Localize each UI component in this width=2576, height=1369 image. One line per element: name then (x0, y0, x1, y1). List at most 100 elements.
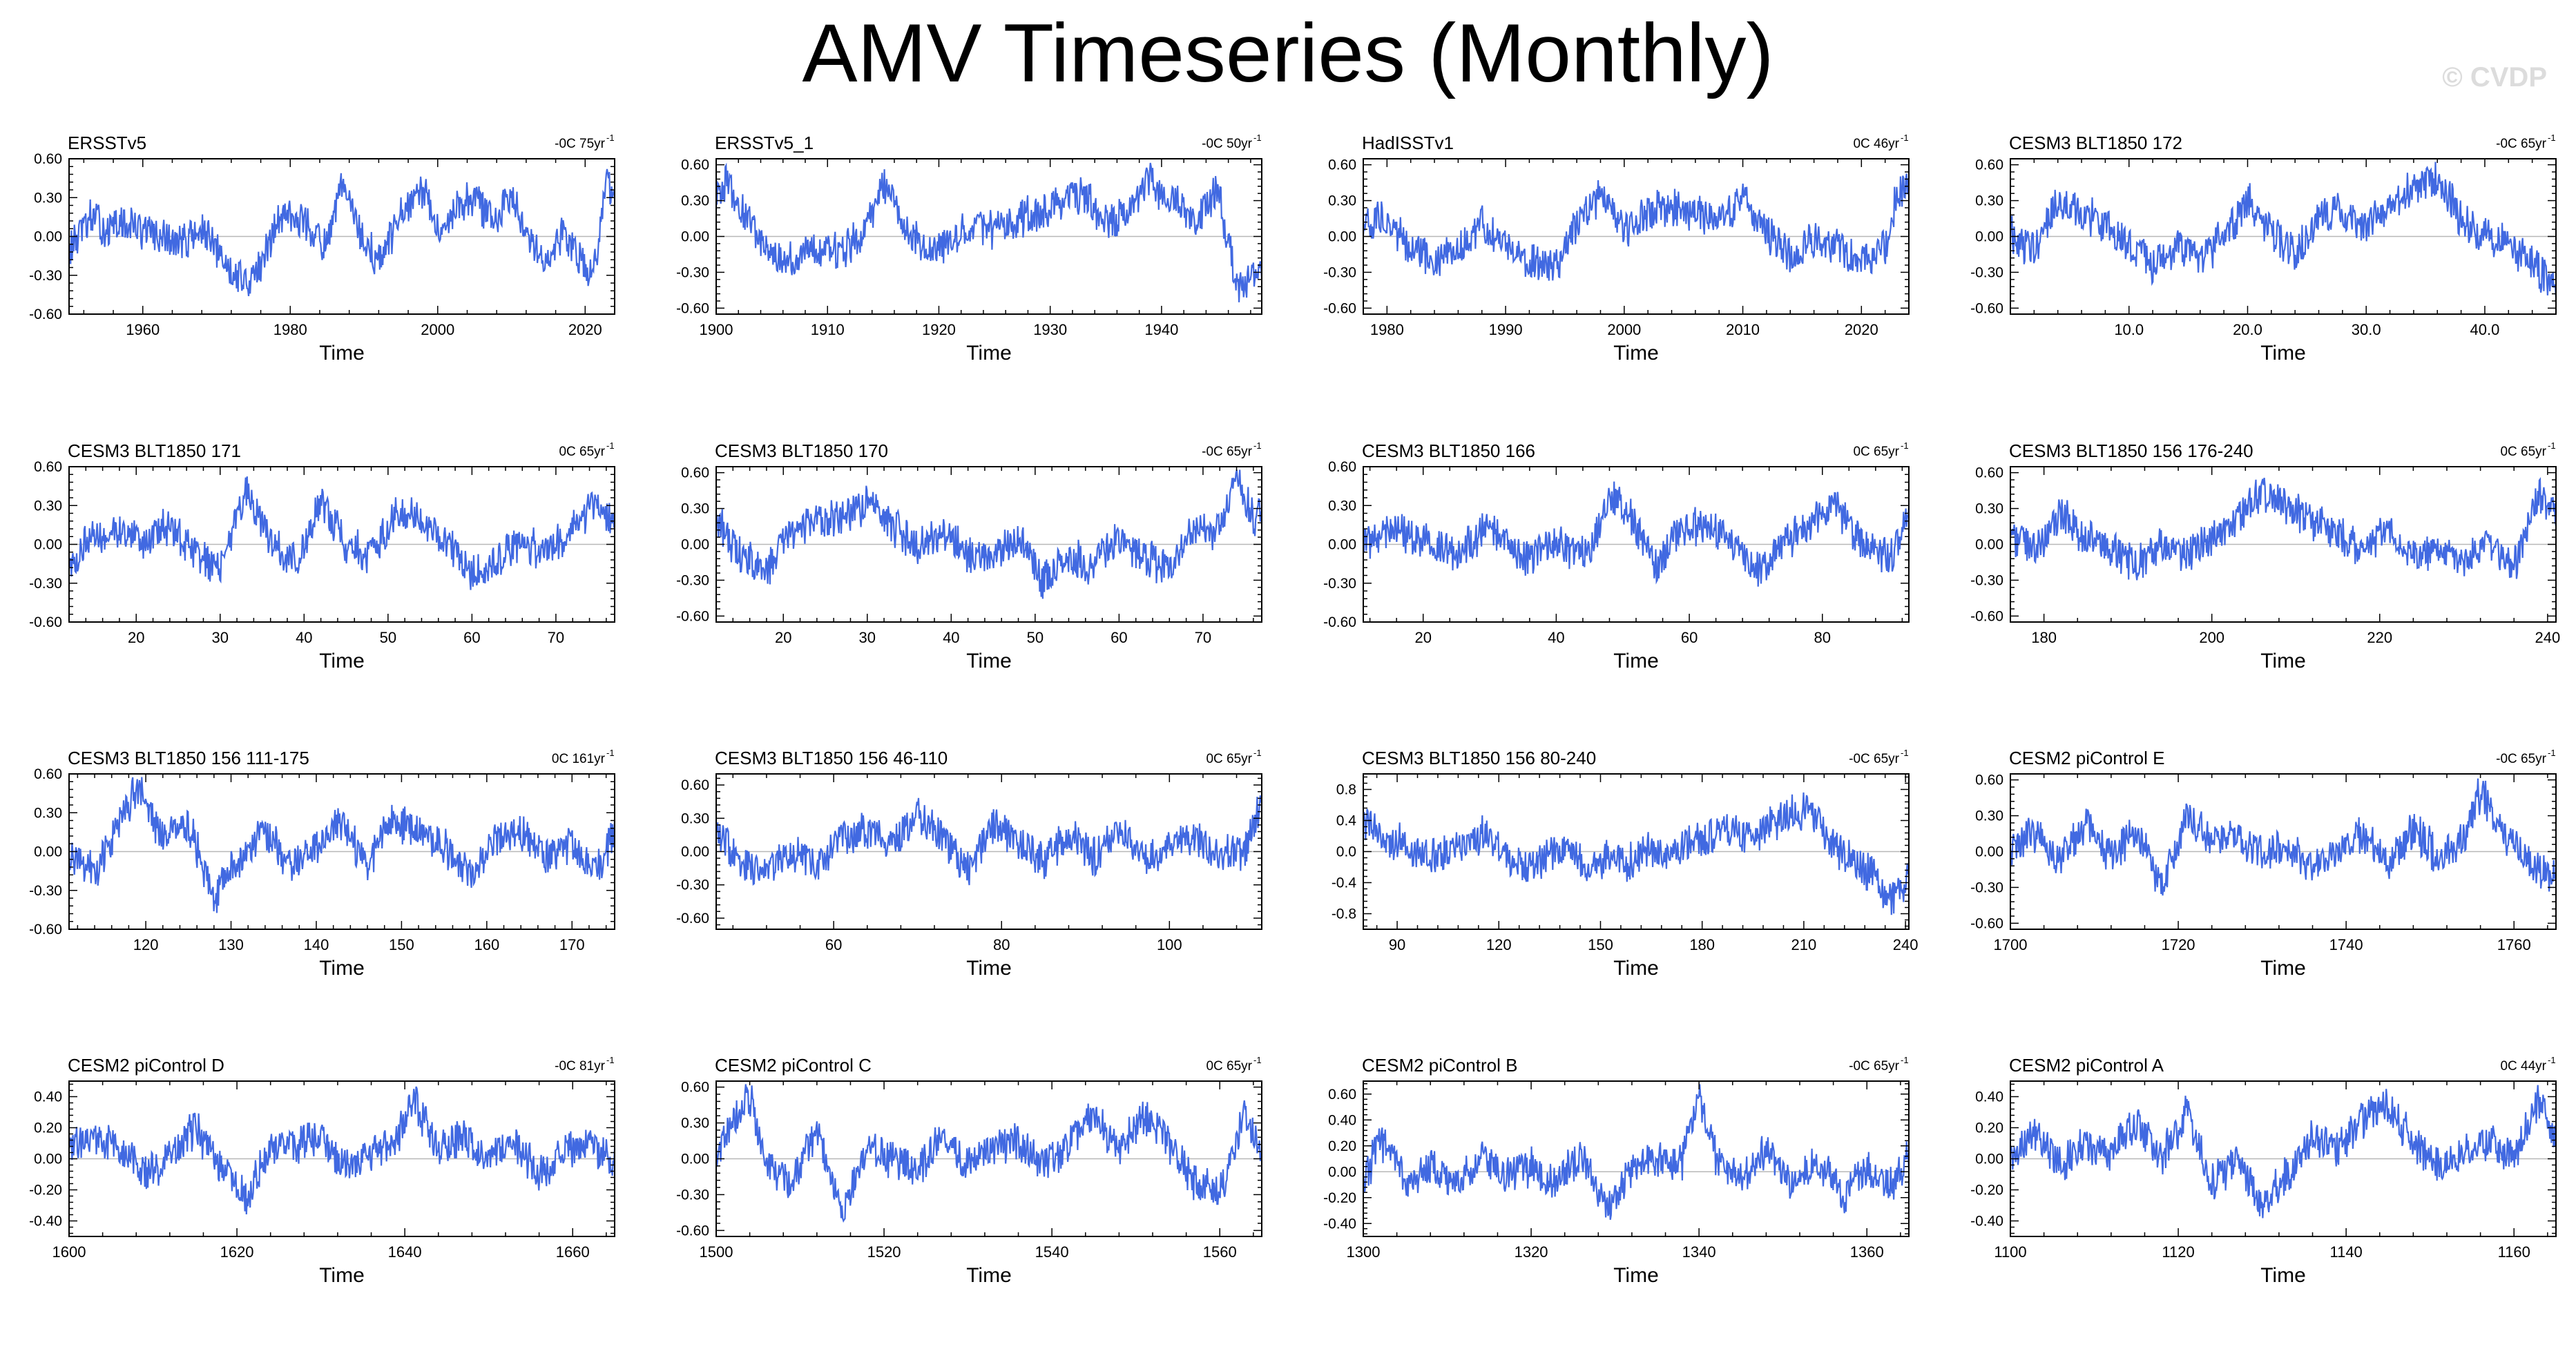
x-tick-label: 20 (1414, 629, 1431, 646)
amv-panel: CESM2 piControl E -0C 65yr -1 1700 1720 1740 1… (1970, 748, 2557, 980)
x-tick-label: 1300 (1347, 1243, 1381, 1261)
x-tick-label: 1990 (1489, 321, 1523, 338)
y-tick-label: 0.20 (1328, 1138, 1356, 1154)
y-tick-label: 0.40 (1328, 1112, 1356, 1128)
y-tick-label: 0.00 (34, 537, 62, 553)
x-tick-label: 180 (1689, 936, 1715, 953)
cvdp-credit: © CVDP (2442, 62, 2547, 93)
y-tick-label: 0.60 (1328, 1087, 1356, 1103)
y-tick-label: 0.00 (681, 229, 709, 245)
x-tick-label: 20 (775, 629, 791, 646)
panel-trend: 0C 161yr (552, 752, 606, 766)
amv-panel: ERSSTv5 -0C 75yr -1 1960 1980 2000 2020 -0.60 -0… (29, 133, 615, 365)
x-tick-label: 160 (474, 936, 499, 953)
y-tick-label: 0.00 (681, 1152, 709, 1167)
y-tick-label: -0.30 (676, 1187, 709, 1203)
y-tick-label: 0.00 (681, 537, 709, 553)
y-tick-label: 0.30 (1975, 501, 2003, 517)
y-tick-label: 0.30 (681, 810, 709, 826)
y-tick-label: -0.20 (1323, 1190, 1356, 1206)
panel-title: CESM3 BLT1850 156 176-240 (2009, 440, 2253, 461)
x-tick-label: 100 (1157, 936, 1182, 953)
y-tick-label: -0.60 (1323, 300, 1356, 316)
y-tick-label: 0.60 (34, 459, 62, 475)
panel-title: CESM2 piControl A (2009, 1055, 2164, 1076)
x-axis-label: Time (966, 957, 1012, 980)
x-tick-label: 60 (1111, 629, 1127, 646)
x-axis-label: Time (1613, 342, 1659, 365)
y-tick-label: -0.60 (676, 911, 709, 926)
x-tick-label: 150 (389, 936, 414, 953)
panel-trend: 0C 44yr (2500, 1059, 2546, 1074)
y-tick-label: -0.30 (1970, 880, 2003, 895)
x-tick-label: 40 (943, 629, 959, 646)
panel-trend: 0C 65yr (1206, 1059, 1252, 1074)
y-tick-label: 0.30 (681, 501, 709, 517)
x-tick-label: 1980 (273, 321, 307, 338)
x-tick-label: 240 (2535, 629, 2560, 646)
x-tick-label: 1520 (867, 1243, 901, 1261)
y-tick-label: -0.40 (1323, 1216, 1356, 1232)
x-axis-label: Time (319, 650, 365, 672)
x-tick-label: 2020 (1845, 321, 1878, 338)
y-tick-label: -0.30 (1323, 264, 1356, 280)
y-tick-label: 0.00 (1328, 1164, 1356, 1180)
y-tick-label: 0.00 (1328, 229, 1356, 245)
y-tick-label: 0.20 (34, 1120, 62, 1136)
y-tick-label: -0.60 (1970, 608, 2003, 624)
trend-superscript: -1 (1901, 440, 1909, 451)
x-axis-label: Time (319, 957, 365, 980)
trend-superscript: -1 (606, 748, 615, 758)
panel-title: CESM3 BLT1850 156 111-175 (68, 748, 309, 768)
x-tick-label: 70 (548, 629, 564, 646)
panel-title: CESM3 BLT1850 166 (1362, 440, 1535, 461)
axes-frame (1363, 1080, 1910, 1237)
x-axis-label: Time (2260, 957, 2306, 980)
y-tick-label: 0.30 (1975, 193, 2003, 209)
panel-title: CESM2 piControl C (715, 1055, 872, 1076)
y-tick-label: -0.40 (1970, 1214, 2003, 1230)
x-tick-label: 30.0 (2352, 321, 2381, 338)
x-tick-label: 70 (1195, 629, 1211, 646)
panel-trend: 0C 65yr (1206, 752, 1252, 766)
y-tick-label: 0.00 (1975, 537, 2003, 553)
amv-panel: CESM3 BLT1850 171 0C 65yr -1 20 30 40 50 60 70 -0… (29, 440, 615, 672)
y-tick-label: -0.60 (1970, 300, 2003, 316)
x-axis-label: Time (966, 1264, 1012, 1287)
x-tick-label: 1740 (2329, 936, 2363, 953)
y-tick-label: -0.8 (1332, 906, 1356, 922)
x-tick-label: 1360 (1850, 1243, 1884, 1261)
y-tick-label: 0.30 (1328, 498, 1356, 514)
amv-panel: CESM3 BLT1850 172 -0C 65yr -1 10.0 20.0 30.0 4… (1970, 133, 2557, 365)
series-line (68, 476, 615, 590)
x-axis-label: Time (966, 650, 1012, 672)
amv-panel: CESM3 BLT1850 156 80-240 -0C 65yr -1 90 120 1… (1332, 748, 1919, 980)
x-tick-label: 40 (1548, 629, 1564, 646)
y-tick-label: 0.0 (1336, 844, 1356, 860)
x-tick-label: 1100 (1994, 1243, 2026, 1261)
y-tick-label: -0.60 (1323, 614, 1356, 630)
trend-superscript: -1 (1253, 133, 1262, 143)
panel-trend: 0C 65yr (1853, 445, 1899, 459)
y-tick-label: -0.40 (29, 1214, 62, 1230)
amv-panel: CESM3 BLT1850 156 176-240 0C 65yr -1 180 200… (1970, 440, 2560, 672)
trend-superscript: -1 (2548, 133, 2556, 143)
x-axis-label: Time (1613, 650, 1659, 672)
x-tick-label: 210 (1791, 936, 1817, 953)
x-tick-label: 1920 (922, 321, 956, 338)
x-tick-label: 1760 (2497, 936, 2531, 953)
x-tick-label: 1120 (2162, 1243, 2194, 1261)
x-tick-label: 140 (304, 936, 329, 953)
x-tick-label: 10.0 (2114, 321, 2144, 338)
y-tick-label: 0.00 (1975, 1152, 2003, 1167)
x-tick-label: 1140 (2329, 1243, 2362, 1261)
series-line (68, 777, 616, 913)
x-tick-label: 2010 (1726, 321, 1760, 338)
series-line (2009, 778, 2557, 896)
y-tick-label: 0.00 (1975, 229, 2003, 245)
y-tick-label: -0.60 (29, 614, 62, 630)
x-tick-label: 220 (2367, 629, 2392, 646)
series-line (1362, 1084, 1910, 1220)
series-line (715, 1084, 1263, 1223)
